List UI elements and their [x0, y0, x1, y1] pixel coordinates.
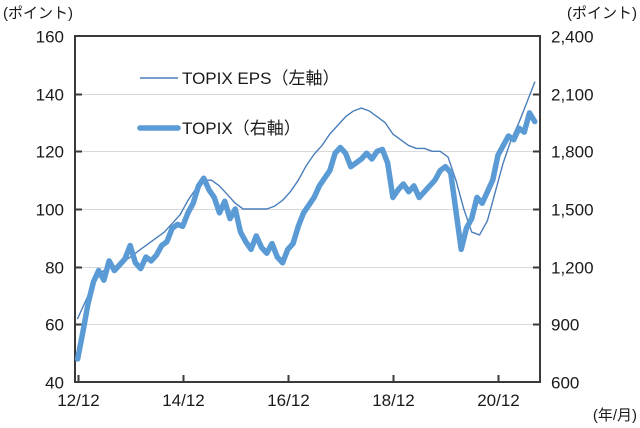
left-axis-labels: 160 140 120 100 80 60 40 [36, 28, 64, 393]
x-axis-unit-label: (年/月) [593, 407, 637, 424]
series-group [74, 81, 538, 362]
x-axis-tick-label: 16/12 [267, 391, 310, 410]
left-axis-tick-label: 160 [36, 28, 64, 47]
legend-label-topix-eps: TOPIX EPS（左軸） [182, 69, 339, 88]
right-axis-tick-label: 1,500 [551, 201, 594, 220]
x-axis-tick-label: 14/12 [162, 391, 205, 410]
left-axis-tick-label: 140 [36, 86, 64, 105]
legend: TOPIX EPS（左軸） TOPIX（右軸） [137, 69, 339, 138]
right-axis-tick-label: 900 [551, 316, 579, 335]
left-axis-tick-label: 100 [36, 201, 64, 220]
tickmarks-group [75, 93, 540, 382]
right-axis-tick-label: 2,400 [551, 28, 594, 47]
left-axis-tick-label: 40 [45, 374, 64, 393]
x-axis-tick-label: 20/12 [477, 391, 520, 410]
x-axis-tick-label: 18/12 [372, 391, 415, 410]
right-axis-tick-label: 600 [551, 374, 579, 393]
x-axis-tick-label: 12/12 [57, 391, 100, 410]
right-axis-unit-label: (ポイント) [567, 5, 637, 22]
legend-label-topix: TOPIX（右軸） [182, 119, 301, 138]
series-line-topix [74, 110, 538, 362]
right-axis-labels: 2,400 2,100 1,800 1,500 1,200 900 600 [551, 28, 594, 393]
right-axis-tick-label: 1,800 [551, 143, 594, 162]
right-axis-tick-label: 1,200 [551, 259, 594, 278]
x-axis-labels: 12/12 14/12 16/12 18/12 20/12 [57, 391, 520, 410]
series-line-topix-eps [76, 81, 536, 320]
left-axis-unit-label: (ポイント) [3, 5, 73, 22]
right-axis-tick-label: 2,100 [551, 86, 594, 105]
plot-area-border [73, 34, 542, 384]
left-axis-tick-label: 80 [45, 259, 64, 278]
left-axis-tick-label: 120 [36, 143, 64, 162]
left-axis-tick-label: 60 [45, 316, 64, 335]
